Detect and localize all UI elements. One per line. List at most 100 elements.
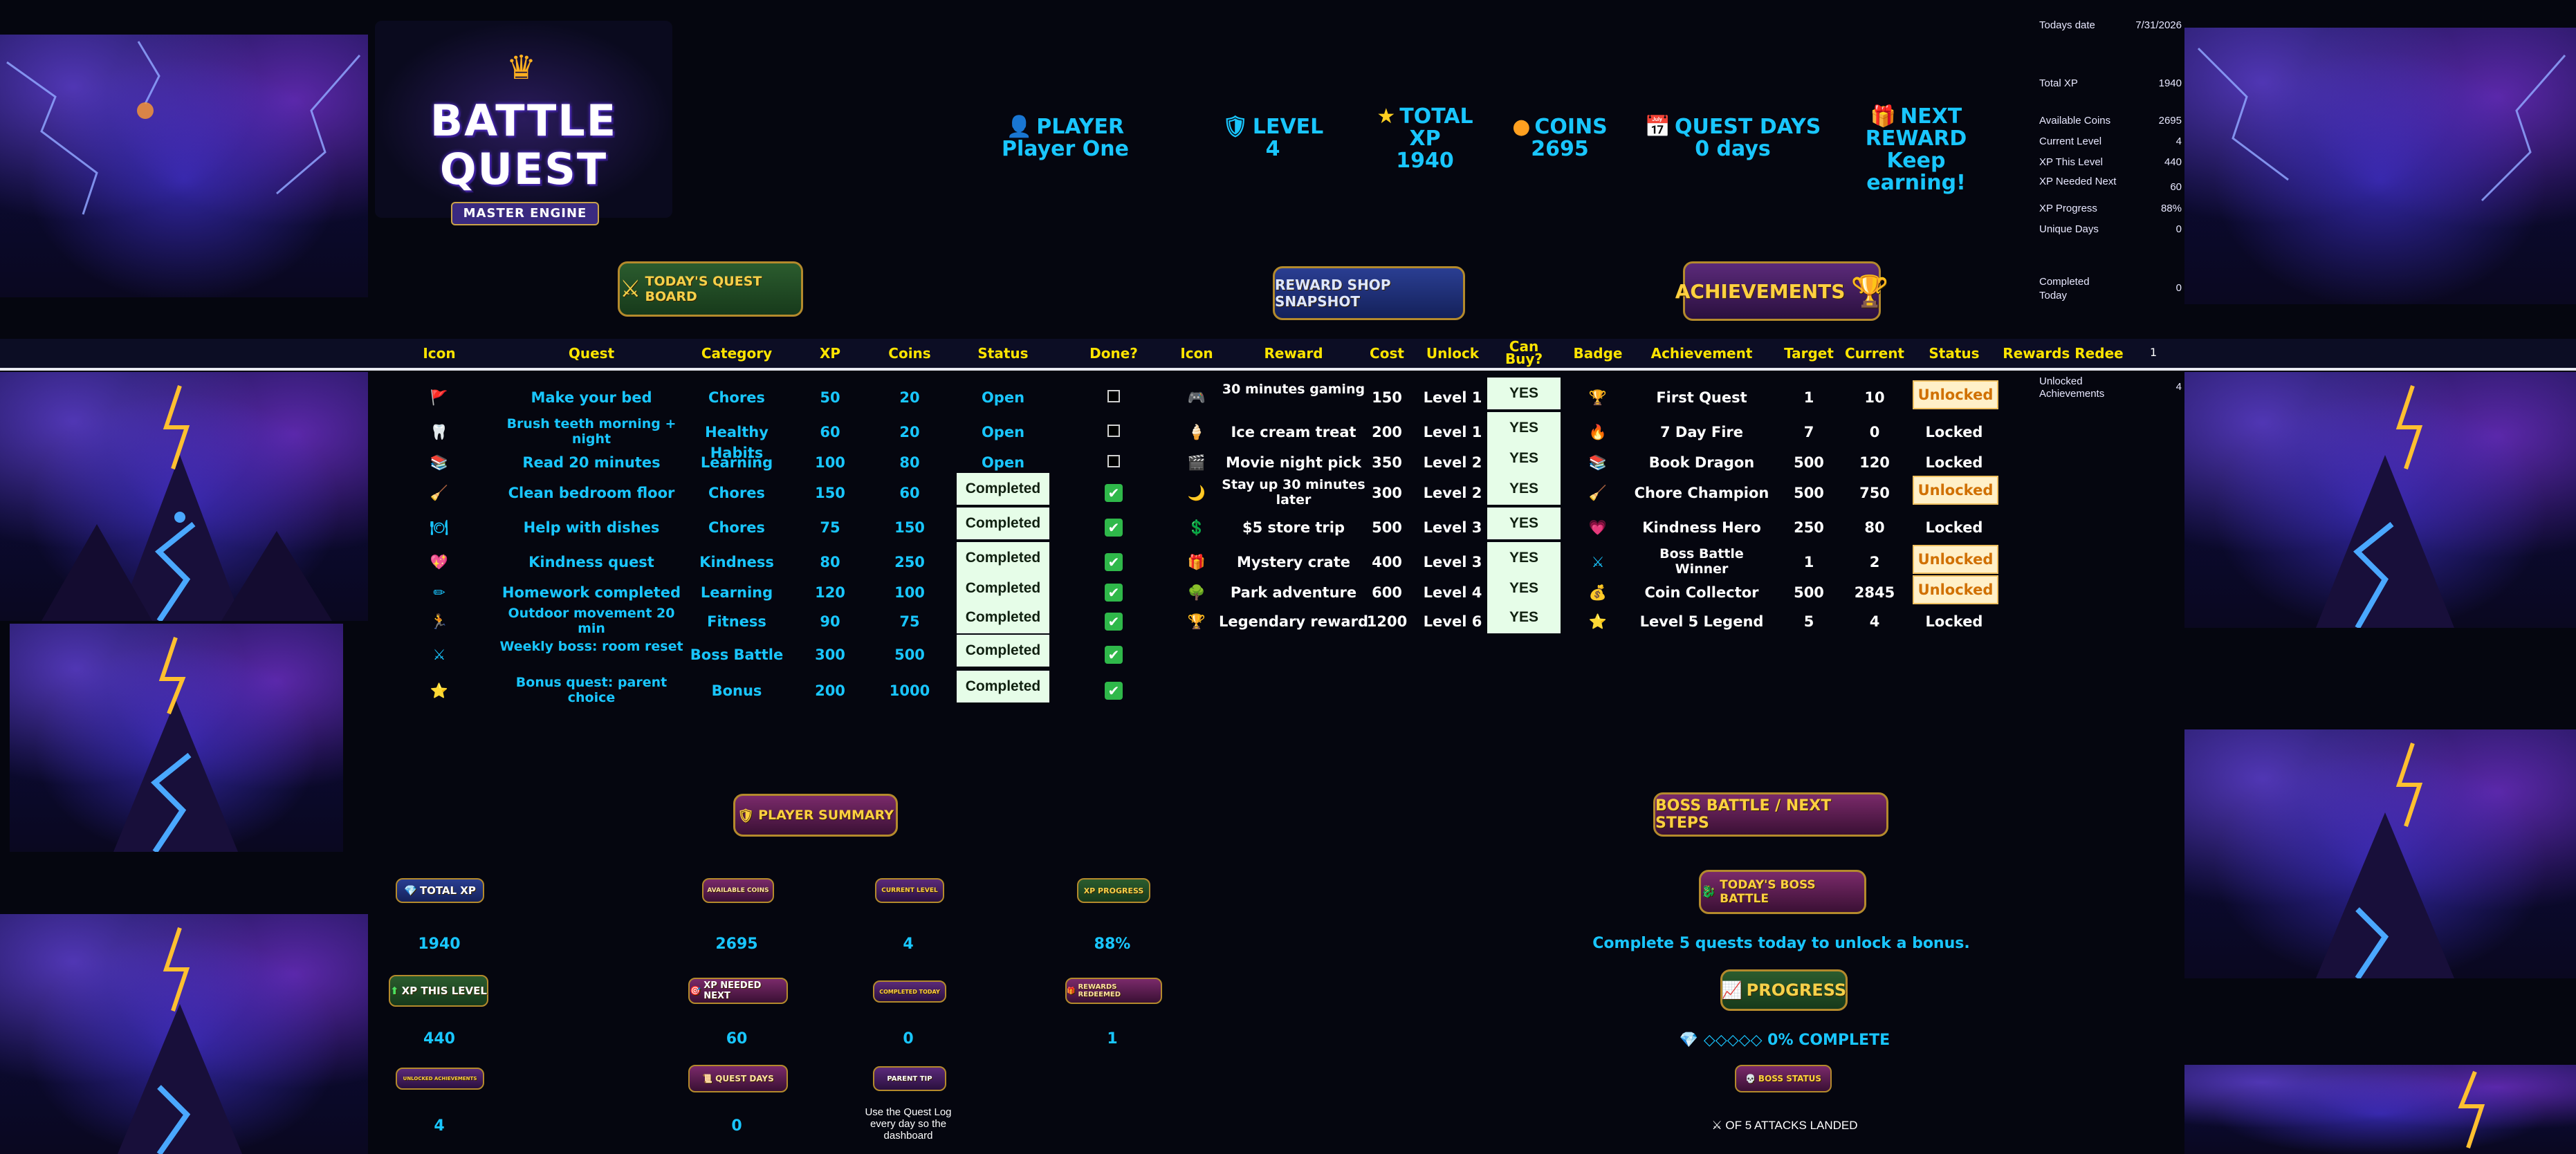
- done-checkbox[interactable]: ✔: [1072, 644, 1155, 665]
- quest-name: Read 20 minutes: [522, 454, 661, 471]
- achievement-badge-icon: 🔥: [1588, 424, 1608, 440]
- check-icon[interactable]: ✔: [1105, 682, 1123, 700]
- achievement-name: Boss Battle Winner: [1659, 546, 1744, 577]
- done-checkbox[interactable]: [1072, 387, 1155, 408]
- check-icon[interactable]: ✔: [1105, 584, 1123, 602]
- reward-icon: 🏆: [1187, 613, 1206, 630]
- reward-name: Movie night pick: [1226, 454, 1361, 471]
- quest-name: Homework completed: [502, 584, 681, 601]
- quest-name: Weekly boss: room reset: [499, 639, 683, 654]
- info-value: 4: [2175, 381, 2182, 393]
- achievement-badge-icon: 📚: [1588, 454, 1608, 471]
- quest-status: Completed: [957, 671, 1049, 702]
- crown-icon: ♛: [506, 48, 537, 87]
- boss-status: ⚔ OF 5 ATTACKS LANDED: [1702, 1119, 1868, 1133]
- reward-name: $5 store trip: [1242, 519, 1345, 536]
- achievement-status: Locked: [1925, 454, 1983, 471]
- storm-art-top-right: [2184, 28, 2576, 304]
- achievement-current: 0: [1869, 424, 1880, 440]
- quest-coins: 60: [899, 485, 920, 501]
- reward-unlock: Level 2: [1423, 485, 1482, 501]
- xp-progress-card: XP PROGRESS: [1077, 878, 1150, 903]
- info-value: 7/31/2026: [2135, 19, 2182, 31]
- reward-name: 30 minutes gaming: [1222, 382, 1365, 397]
- done-checkbox[interactable]: ✔: [1072, 552, 1155, 573]
- dragon-icon: 🐉: [1701, 885, 1716, 899]
- done-checkbox[interactable]: ✔: [1072, 517, 1155, 538]
- battle-quest-logo: ♛ BATTLE QUEST MASTER ENGINE: [375, 21, 672, 225]
- quest-icon: 🧹: [430, 485, 449, 501]
- done-checkbox[interactable]: ✔: [1072, 582, 1155, 603]
- boss-status-card: 💀 BOSS STATUS: [1735, 1065, 1832, 1092]
- storm-art-right-1: [2184, 372, 2576, 628]
- available-coins-card: AVAILABLE COINS: [702, 878, 774, 903]
- achievement-name: First Quest: [1656, 389, 1747, 406]
- boss-progress-text: ◇◇◇◇◇ 0% COMPLETE: [1703, 1032, 1890, 1049]
- column-header: Icon: [423, 345, 456, 362]
- reward-icon: 🎁: [1187, 554, 1206, 570]
- done-checkbox[interactable]: ✔: [1072, 680, 1155, 701]
- achievement-current: 80: [1864, 519, 1885, 536]
- quest-xp: 100: [815, 454, 845, 471]
- quest-name: Bonus quest: parent choice: [515, 675, 668, 705]
- achievement-badge-icon: 💗: [1588, 519, 1608, 536]
- checkbox[interactable]: [1107, 390, 1120, 402]
- can-buy-cell: YES: [1487, 602, 1561, 633]
- sword-icon: ⚔: [1711, 1119, 1726, 1132]
- info-label: Todays date: [2039, 19, 2095, 31]
- quest-name: Brush teeth morning + night: [506, 416, 677, 447]
- check-icon[interactable]: ✔: [1105, 613, 1123, 631]
- column-header: Cost: [1370, 345, 1404, 362]
- column-header: XP: [819, 345, 841, 362]
- done-checkbox[interactable]: ✔: [1072, 483, 1155, 503]
- summary-total-xp: 1940: [418, 936, 461, 953]
- reward-unlock: Level 2: [1423, 454, 1482, 471]
- quest-coins: 1000: [889, 682, 930, 699]
- checkbox[interactable]: [1107, 425, 1120, 437]
- achievement-current: 4: [1869, 613, 1880, 630]
- target-icon: 🎯: [690, 985, 701, 996]
- summary-completed-today: 0: [903, 1030, 914, 1048]
- storm-art-left-1: [0, 372, 368, 621]
- quest-category: Chores: [708, 389, 765, 406]
- quest-icon: 🏃: [430, 613, 449, 630]
- info-value: 60: [2170, 181, 2182, 193]
- quest-icon: ✏: [433, 584, 445, 601]
- quest-xp: 200: [815, 682, 845, 699]
- column-header: Reward: [1264, 345, 1323, 362]
- check-icon[interactable]: ✔: [1105, 646, 1123, 664]
- reward-cost: 500: [1372, 519, 1402, 536]
- quest-xp: 80: [820, 554, 840, 570]
- checkbox[interactable]: [1107, 455, 1120, 467]
- done-checkbox[interactable]: [1072, 452, 1155, 473]
- done-checkbox[interactable]: ✔: [1072, 611, 1155, 632]
- check-icon[interactable]: ✔: [1105, 519, 1123, 537]
- summary-xp-progress: 88%: [1094, 936, 1131, 953]
- summary-quest-days: 0: [731, 1117, 742, 1135]
- reward-cost: 150: [1372, 389, 1402, 406]
- info-label: XP Needed Next: [2039, 176, 2117, 187]
- xp-needed-next-card: 🎯 XP NEEDED NEXT: [688, 978, 788, 1004]
- info-label: Current Level: [2039, 136, 2102, 147]
- check-icon[interactable]: ✔: [1105, 484, 1123, 502]
- quest-category: Learning: [700, 584, 773, 601]
- logo-line-1: BATTLE: [430, 95, 618, 146]
- info-value: 2695: [2158, 115, 2182, 127]
- info-value: 88%: [2160, 203, 2182, 214]
- achievement-badge-icon: 🏆: [1588, 389, 1608, 406]
- header-next-reward: 🎁 NEXT REWARD Keep earning!: [1865, 104, 1967, 195]
- quest-coins: 20: [899, 389, 920, 406]
- achievement-status: Unlocked: [1913, 476, 1998, 505]
- done-checkbox[interactable]: [1072, 422, 1155, 443]
- coin-icon: ●: [1512, 115, 1531, 139]
- quest-category: Bonus: [711, 682, 762, 699]
- info-label: XP Progress: [2039, 203, 2097, 214]
- check-icon[interactable]: ✔: [1105, 553, 1123, 571]
- quest-status: Completed: [957, 635, 1049, 667]
- column-header: Quest: [568, 345, 615, 362]
- quest-name: Outdoor movement 20 min: [508, 606, 675, 636]
- achievement-status: Unlocked: [1913, 575, 1998, 604]
- sword-shield-icon: ⚔: [620, 275, 641, 303]
- quest-days-card: 📜 QUEST DAYS: [688, 1065, 788, 1092]
- summary-current-level: 4: [903, 936, 914, 953]
